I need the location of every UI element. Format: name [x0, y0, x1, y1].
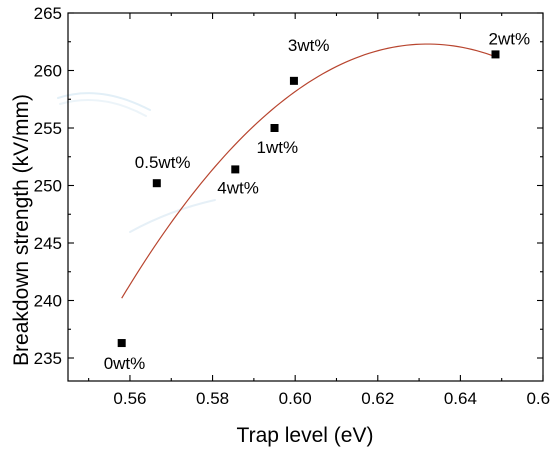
y-tick-label: 255	[34, 119, 62, 138]
x-tick-label: 0.56	[113, 389, 146, 408]
plot-frame	[67, 12, 544, 382]
data-point-marker	[231, 165, 240, 174]
data-point-label: 0wt%	[104, 354, 146, 373]
data-point-label: 1wt%	[257, 138, 299, 157]
axes: 0.56 0.58 0.60 0.62 0.64 0.66 235 240 245 250 255 2…	[34, 4, 550, 408]
y-tick-label: 240	[34, 292, 62, 311]
x-tick-label: 0.62	[361, 389, 394, 408]
data-point-marker	[289, 76, 298, 85]
y-tick-label: 235	[34, 349, 62, 368]
artifact-arc-3	[129, 199, 216, 233]
x-tick-label: 0.66	[526, 389, 550, 408]
y-tick-label: 260	[34, 62, 62, 81]
x-tick-label: 0.58	[196, 389, 229, 408]
y-axis-title: Breakdown strength (kV/mm)	[10, 94, 33, 366]
artifact-arc-1	[57, 92, 151, 111]
y-tick-label: 250	[34, 177, 62, 196]
data-point-label: 4wt%	[217, 178, 259, 197]
data-point-label: 2wt%	[489, 29, 531, 48]
fit-curve-layer	[121, 43, 496, 299]
data-point-marker	[270, 124, 279, 132]
x-axis-title: Trap level (eV)	[237, 424, 374, 447]
x-tick-label: 0.60	[279, 389, 312, 408]
data-point-marker	[491, 50, 500, 59]
data-point-marker	[117, 339, 126, 348]
data-points-layer: 0wt% 0.5wt% 4wt% 1wt% 3wt% 2wt%	[104, 29, 530, 373]
data-point-label: 3wt%	[288, 36, 330, 55]
x-tick-label: 0.64	[444, 389, 477, 408]
fit-curve	[121, 43, 496, 299]
y-tick-label: 245	[34, 234, 62, 253]
data-point-label: 0.5wt%	[135, 153, 191, 172]
data-point-marker	[152, 179, 161, 188]
y-tick-label: 265	[34, 4, 62, 23]
